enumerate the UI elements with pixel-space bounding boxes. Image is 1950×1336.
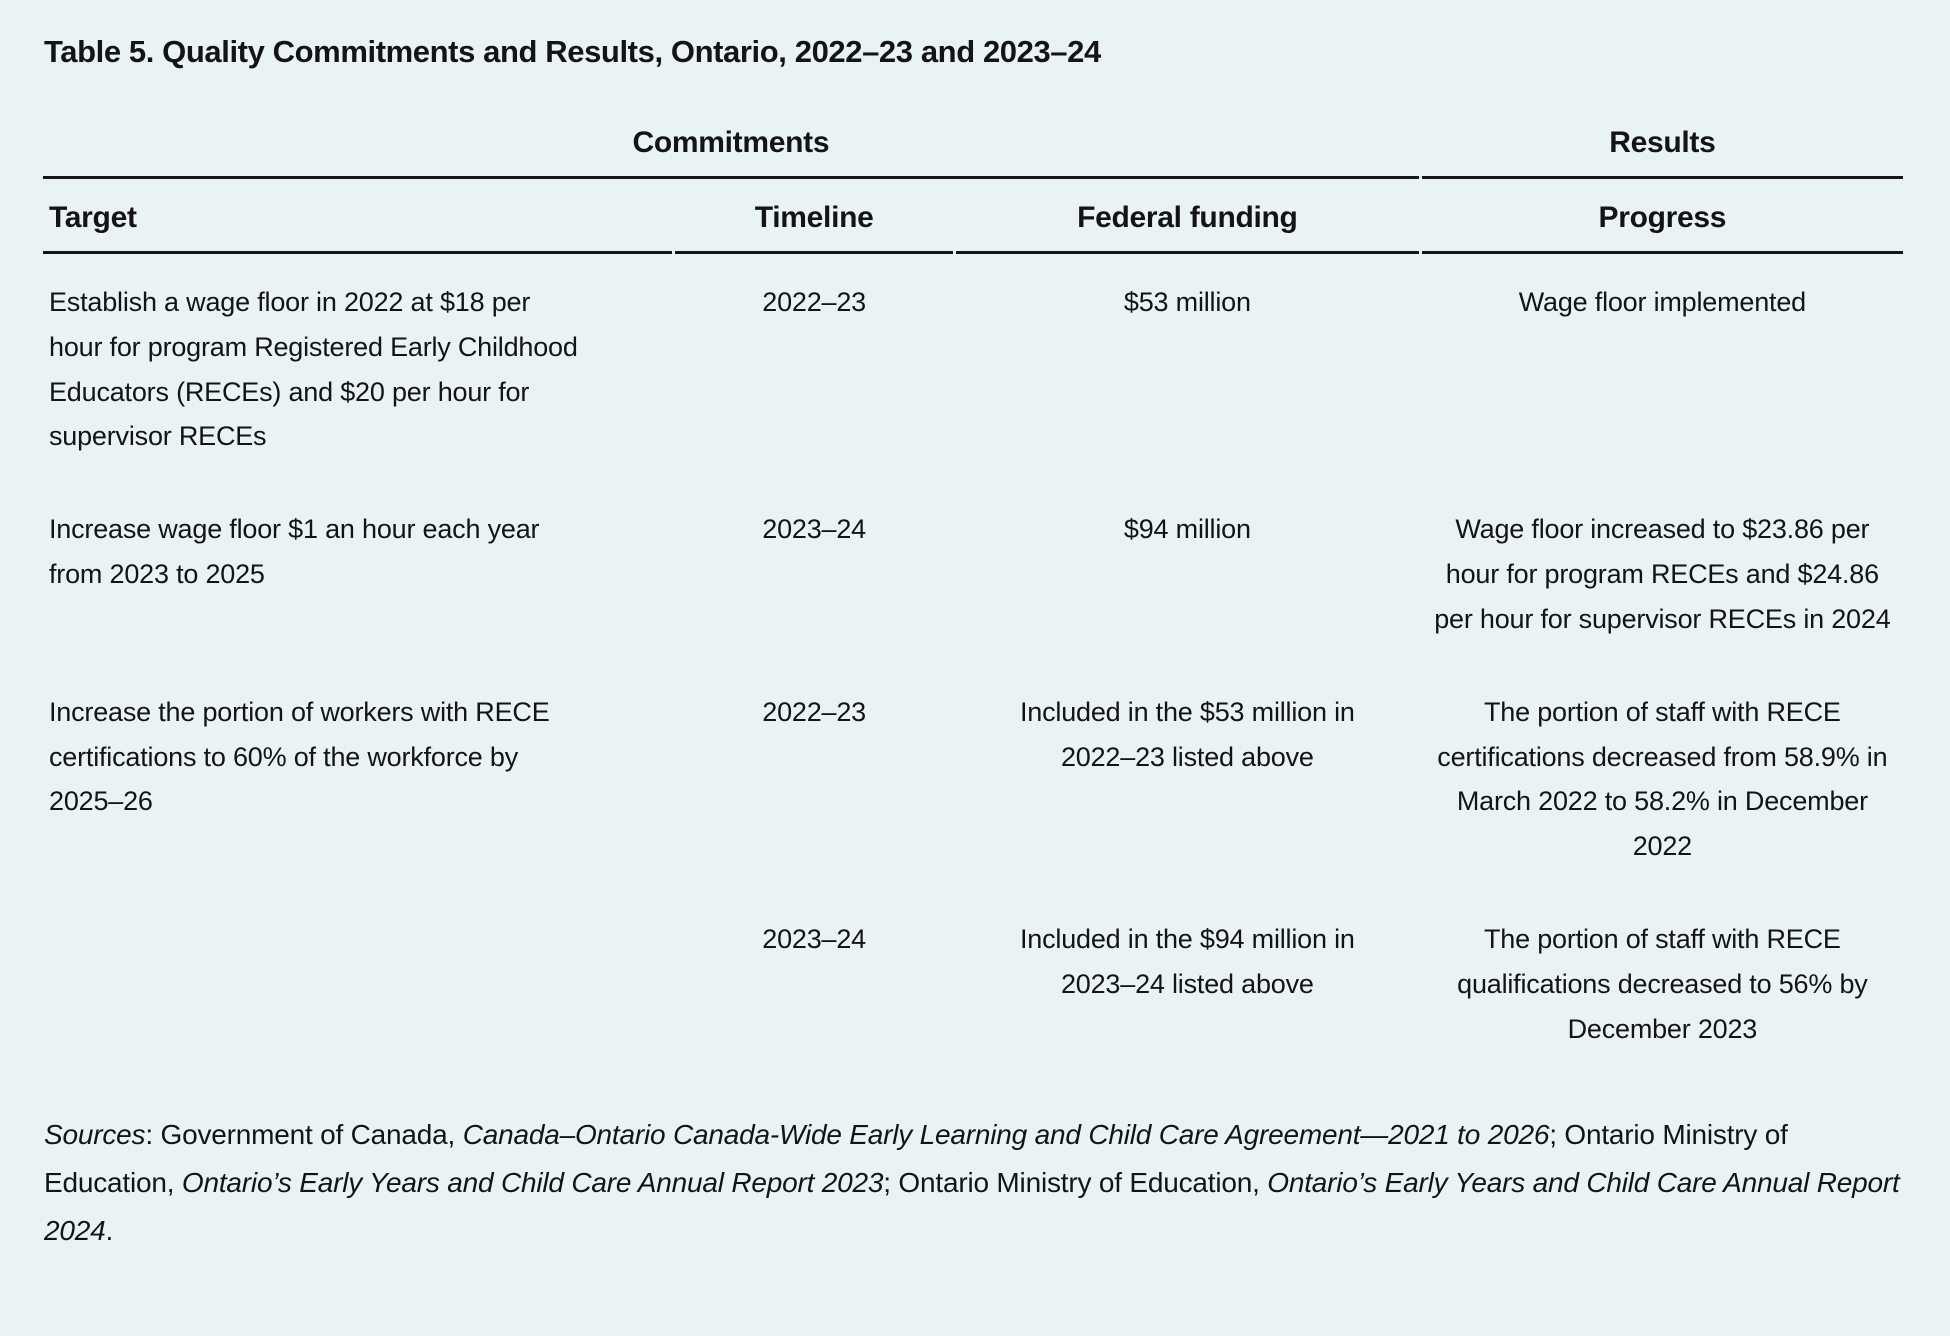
column-header-target: Target (43, 179, 673, 254)
federal-funding-cell: Included in the $94 million in 2023–24 l… (1019, 923, 1355, 999)
progress-cell: The portion of staff with RECE certifica… (1437, 696, 1888, 862)
target-cell: Increase the portion of workers with REC… (49, 696, 550, 817)
progress-cell: Wage floor implemented (1518, 287, 1806, 317)
table-row: Establish a wage floor in 2022 at $18 pe… (43, 254, 1903, 481)
column-header-row: Target Timeline Federal funding Progress (43, 179, 1903, 254)
section-header-commitments: Commitments (43, 120, 1419, 179)
federal-funding-cell: $53 million (1123, 287, 1251, 317)
federal-funding-cell: $94 million (1123, 514, 1251, 545)
sources: Sources: Government of Canada, Canada–On… (44, 1119, 1900, 1246)
table-row: Increase wage floor $1 an hour each year… (43, 481, 1903, 663)
timeline-cell: 2022–23 (762, 287, 866, 317)
timeline-cell: 2022–23 (762, 696, 866, 727)
section-header-results: Results (1421, 120, 1903, 179)
table-title: Table 5. Quality Commitments and Results… (44, 34, 1101, 69)
column-header-timeline: Timeline (675, 179, 953, 254)
table-row: 2023–24 Included in the $94 million in 2… (43, 891, 1903, 1073)
progress-cell: Wage floor increased to $23.86 per hour … (1434, 514, 1891, 634)
target-cell: Establish a wage floor in 2022 at $18 pe… (49, 287, 578, 452)
quality-commitments-table: Commitments Results Target Timeline Fede… (40, 120, 1906, 1073)
target-cell: Increase wage floor $1 an hour each year… (49, 514, 540, 590)
federal-funding-cell: Included in the $53 million in 2022–23 l… (1019, 696, 1355, 772)
section-header-row: Commitments Results (43, 120, 1903, 179)
column-header-progress: Progress (1421, 179, 1903, 254)
progress-cell: The portion of staff with RECE qualifica… (1457, 923, 1868, 1044)
column-header-federal-funding: Federal funding (955, 179, 1419, 254)
table-row: Increase the portion of workers with REC… (43, 664, 1903, 891)
timeline-cell: 2023–24 (762, 923, 866, 954)
timeline-cell: 2023–24 (762, 514, 866, 545)
